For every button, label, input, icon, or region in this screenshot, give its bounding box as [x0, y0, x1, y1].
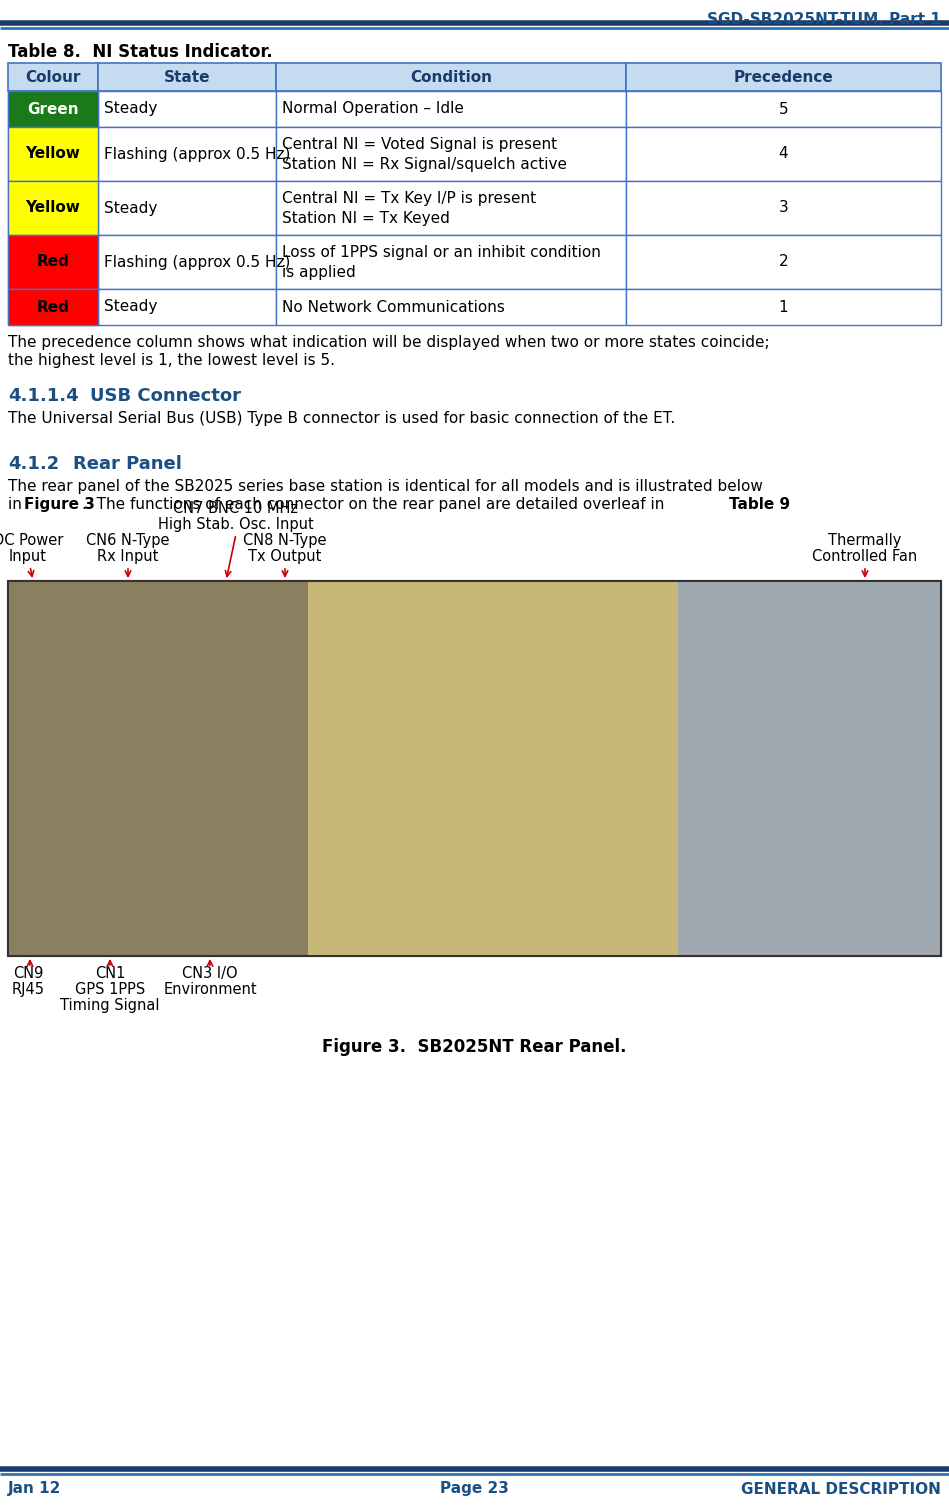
Bar	[276, 91, 626, 127]
Bar	[626, 289, 941, 325]
Text: CN6 N-Type: CN6 N-Type	[86, 533, 170, 548]
Text: is applied: is applied	[282, 266, 356, 281]
Text: SGD-SB2025NT-TUM, Part 1: SGD-SB2025NT-TUM, Part 1	[707, 12, 941, 27]
Text: GENERAL DESCRIPTION: GENERAL DESCRIPTION	[741, 1481, 941, 1496]
Bar	[8, 236, 98, 289]
Text: Normal Operation – Idle: Normal Operation – Idle	[282, 101, 464, 116]
Text: CN8 N-Type: CN8 N-Type	[243, 533, 326, 548]
Text: CN7 BNC 10 MHz: CN7 BNC 10 MHz	[174, 502, 299, 515]
Text: Loss of 1PPS signal or an inhibit condition: Loss of 1PPS signal or an inhibit condit…	[282, 245, 601, 260]
Text: CN3 I/O: CN3 I/O	[182, 966, 238, 981]
Text: State: State	[164, 70, 211, 85]
Bar	[626, 236, 941, 289]
Bar	[8, 289, 98, 325]
Bar	[626, 91, 941, 127]
Bar	[8, 181, 98, 236]
Text: USB Connector: USB Connector	[90, 387, 241, 405]
Bar	[626, 181, 941, 236]
Text: Timing Signal: Timing Signal	[60, 997, 159, 1012]
Bar	[8, 582, 941, 956]
Bar	[8, 91, 98, 127]
Bar	[98, 289, 276, 325]
Bar	[276, 63, 626, 91]
Text: 2: 2	[779, 254, 789, 269]
Text: Red: Red	[37, 254, 69, 269]
Bar	[98, 63, 276, 91]
Text: .: .	[782, 497, 787, 512]
Text: Table 9: Table 9	[729, 497, 791, 512]
Text: Figure 3: Figure 3	[24, 497, 95, 512]
Text: Precedence: Precedence	[734, 70, 833, 85]
Text: Rear Panel: Rear Panel	[73, 455, 182, 473]
Bar	[8, 181, 98, 236]
Bar	[98, 91, 276, 127]
Bar	[8, 63, 98, 91]
Text: 3: 3	[778, 201, 789, 216]
Text: Jan 12: Jan 12	[8, 1481, 62, 1496]
Bar	[626, 127, 941, 181]
Text: Steady: Steady	[104, 101, 158, 116]
Text: the highest level is 1, the lowest level is 5.: the highest level is 1, the lowest level…	[8, 354, 335, 369]
Text: CN1: CN1	[95, 966, 125, 981]
Text: Rx Input: Rx Input	[98, 548, 158, 564]
Text: 4.1.1.4: 4.1.1.4	[8, 387, 79, 405]
Text: The rear panel of the SB2025 series base station is identical for all models and: The rear panel of the SB2025 series base…	[8, 479, 763, 494]
Bar	[678, 582, 941, 956]
Bar	[98, 236, 276, 289]
Text: Flashing (approx 0.5 Hz): Flashing (approx 0.5 Hz)	[104, 147, 290, 162]
Text: Central NI = Tx Key I/P is present: Central NI = Tx Key I/P is present	[282, 192, 536, 207]
Text: Red: Red	[37, 299, 69, 314]
Text: Colour: Colour	[26, 70, 81, 85]
Text: 1: 1	[779, 299, 789, 314]
Text: Controlled Fan: Controlled Fan	[812, 548, 918, 564]
Text: High Stab. Osc. Input: High Stab. Osc. Input	[158, 517, 314, 532]
Text: in: in	[8, 497, 27, 512]
Text: 4.1.2: 4.1.2	[8, 455, 59, 473]
Bar	[276, 127, 626, 181]
Text: 4: 4	[779, 147, 789, 162]
Bar	[8, 127, 98, 181]
Bar	[308, 582, 678, 956]
Text: Station NI = Rx Signal/squelch active: Station NI = Rx Signal/squelch active	[282, 157, 567, 172]
Text: CN9: CN9	[13, 966, 44, 981]
Bar	[8, 91, 98, 127]
Text: The precedence column shows what indication will be displayed when two or more s: The precedence column shows what indicat…	[8, 335, 770, 351]
Bar	[98, 181, 276, 236]
Text: Flashing (approx 0.5 Hz): Flashing (approx 0.5 Hz)	[104, 254, 290, 269]
Text: Condition: Condition	[410, 70, 492, 85]
Text: Station NI = Tx Keyed: Station NI = Tx Keyed	[282, 212, 450, 227]
Bar	[8, 582, 308, 956]
Bar	[8, 127, 98, 181]
Text: Yellow: Yellow	[26, 201, 81, 216]
Text: Tx Output: Tx Output	[249, 548, 322, 564]
Text: Page 23: Page 23	[440, 1481, 509, 1496]
Text: RJ45: RJ45	[11, 982, 45, 997]
Bar	[276, 236, 626, 289]
Text: GPS 1PPS: GPS 1PPS	[75, 982, 145, 997]
Bar	[276, 181, 626, 236]
Text: No Network Communications: No Network Communications	[282, 299, 505, 314]
Text: Steady: Steady	[104, 201, 158, 216]
Text: The Universal Serial Bus (USB) Type B connector is used for basic connection of : The Universal Serial Bus (USB) Type B co…	[8, 411, 676, 426]
Text: DC Power: DC Power	[0, 533, 64, 548]
Text: Central NI = Voted Signal is present: Central NI = Voted Signal is present	[282, 138, 557, 153]
Text: .  The functions of each connector on the rear panel are detailed overleaf in: . The functions of each connector on the…	[82, 497, 669, 512]
Text: Environment: Environment	[163, 982, 257, 997]
Bar	[8, 582, 941, 956]
Bar	[626, 63, 941, 91]
Bar	[98, 127, 276, 181]
Text: Thermally: Thermally	[828, 533, 902, 548]
Text: 5: 5	[779, 101, 789, 116]
Text: Steady: Steady	[104, 299, 158, 314]
Bar	[8, 289, 98, 325]
Text: Input: Input	[9, 548, 47, 564]
Text: Green: Green	[28, 101, 79, 116]
Text: Table 8.  NI Status Indicator.: Table 8. NI Status Indicator.	[8, 42, 272, 60]
Bar	[276, 289, 626, 325]
Text: Figure 3.  SB2025NT Rear Panel.: Figure 3. SB2025NT Rear Panel.	[323, 1038, 626, 1056]
Bar	[8, 236, 98, 289]
Text: Yellow: Yellow	[26, 147, 81, 162]
